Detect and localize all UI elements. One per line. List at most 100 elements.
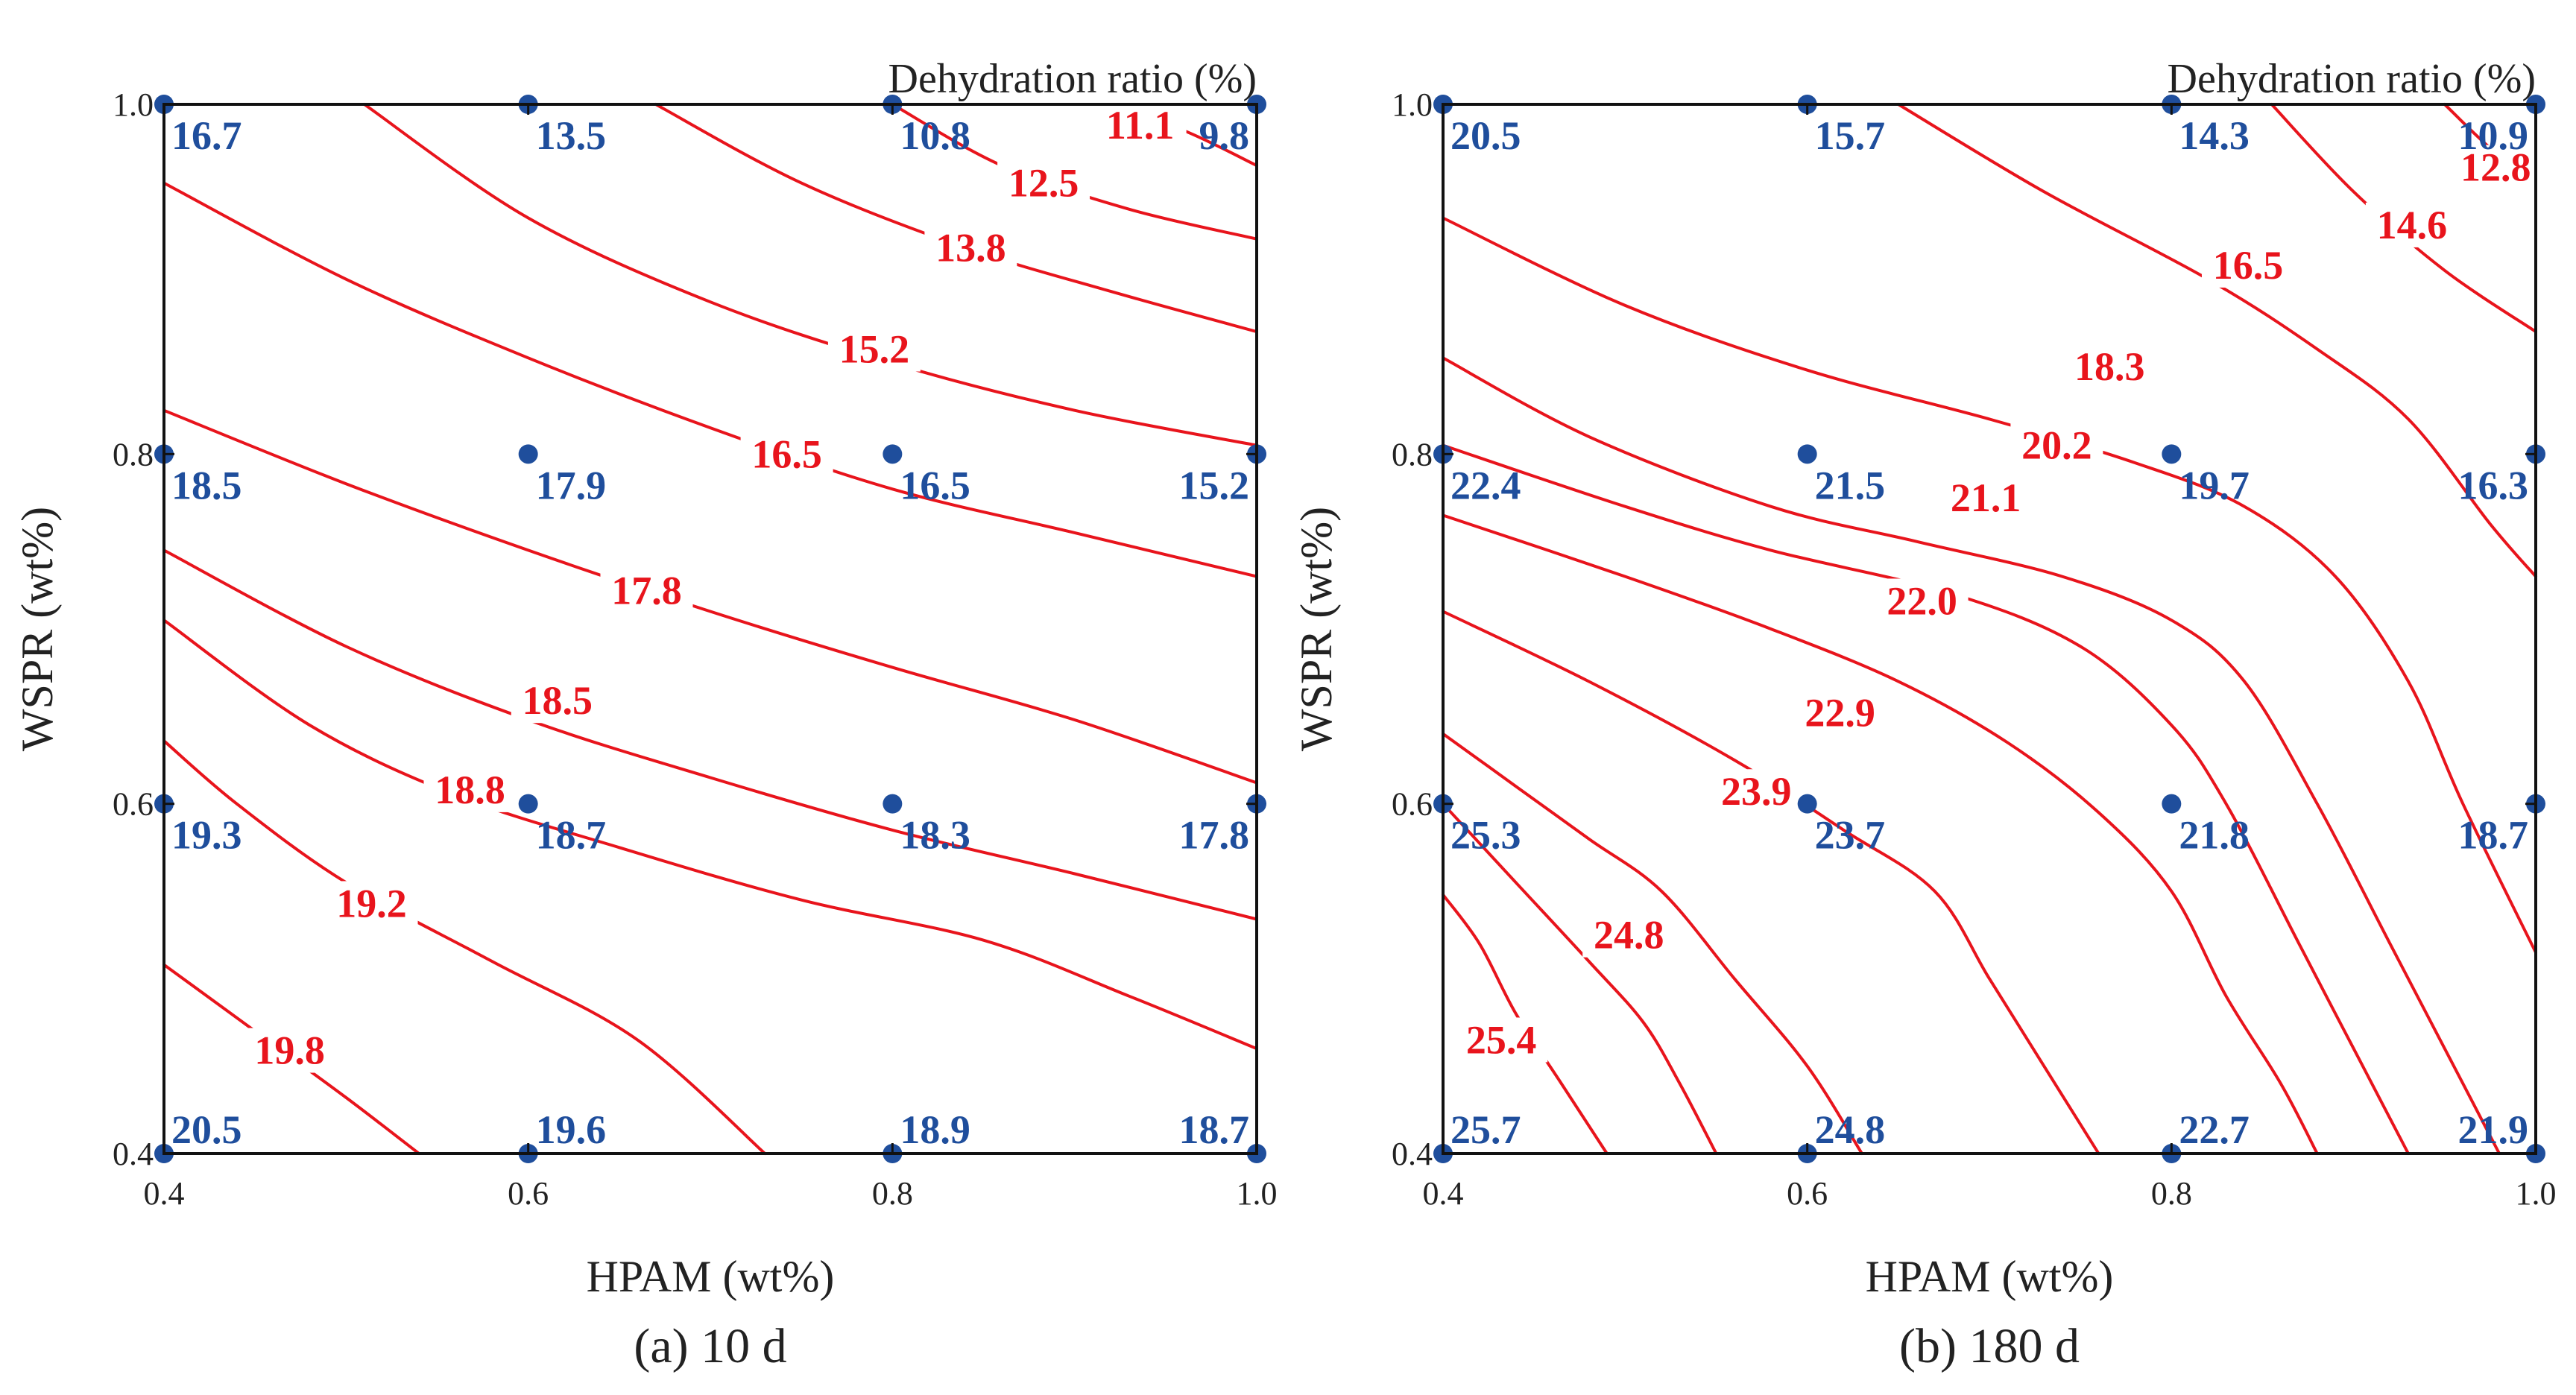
data-label: 17.8 (1179, 813, 1250, 858)
contour-label: 11.1 (1106, 103, 1175, 148)
y-tick-label: 0.8 (1392, 436, 1433, 472)
y-tick-label: 0.6 (1392, 786, 1433, 823)
caption-a: (a) 10 d (634, 1319, 786, 1373)
data-point (1797, 444, 1817, 464)
contour-label: 13.8 (935, 225, 1006, 270)
data-label: 13.5 (536, 113, 607, 158)
data-label: 18.9 (900, 1107, 970, 1152)
contour-line-20.2 (1442, 356, 2501, 1155)
x-axis-label-a: HPAM (wt%) (587, 1252, 835, 1301)
data-label: 18.3 (900, 813, 970, 858)
y-tick-label: 0.8 (113, 436, 154, 472)
y-axis-label-b: WSPR (wt%) (1292, 507, 1341, 751)
contour-line-22.9 (1442, 610, 2100, 1155)
contour-label-bg (1582, 912, 1676, 958)
contour-label: 15.2 (839, 327, 910, 372)
x-tick-label: 0.4 (144, 1175, 185, 1212)
contour-label: 18.8 (435, 768, 505, 812)
data-point (518, 794, 538, 814)
data-label: 25.3 (1450, 813, 1521, 858)
contour-label: 25.4 (1466, 1017, 1537, 1062)
plot-frame-b (1442, 103, 2537, 1155)
data-label: 19.3 (171, 813, 242, 858)
data-label: 16.3 (2458, 463, 2529, 507)
contour-line-22.0 (1442, 513, 2319, 1155)
data-point (518, 444, 538, 464)
contour-label-bg (2063, 344, 2156, 389)
contour-label-bg (2010, 423, 2103, 468)
contour-label: 18.5 (523, 678, 593, 723)
contour-line-15.2 (362, 103, 1258, 447)
contour-label-bg (511, 678, 604, 724)
contour-label-bg (997, 160, 1090, 206)
data-label: 9.8 (1199, 113, 1250, 158)
contour-label-bg (2365, 202, 2458, 247)
data-label: 19.7 (2179, 463, 2250, 507)
ticks-a: 0.4 0.6 0.8 1.0 0.4 0.6 0.8 1.0 (113, 86, 1278, 1212)
data-label: 10.9 (2458, 113, 2529, 158)
contour-label-bg (1093, 103, 1187, 148)
contour-label: 16.5 (2213, 243, 2284, 288)
data-label: 19.6 (536, 1107, 607, 1152)
data-label: 18.7 (2458, 813, 2529, 858)
contour-line-16.5 (162, 181, 1258, 578)
contour-label: 24.8 (1594, 913, 1664, 958)
contour-label-bg (2449, 145, 2542, 190)
data-label: 18.7 (536, 813, 607, 858)
data-point (2162, 444, 2182, 464)
contour-label-bg (1875, 578, 1969, 624)
data-point (883, 444, 903, 464)
data-labels-b: 20.5 15.7 14.3 10.9 22.4 21.5 19.7 16.3 25.3 23.7… (1450, 113, 2528, 1152)
data-label: 17.9 (536, 463, 607, 507)
contour-line-19.2 (162, 739, 767, 1155)
data-label: 14.3 (2179, 113, 2250, 158)
contour-label: 22.0 (1887, 578, 1957, 623)
contour-label-bg (325, 881, 418, 926)
panel-b: 12.8 14.6 16.5 18.3 20.221.1 22.0 22.9 23.9 24.8… (1292, 56, 2557, 1373)
contour-label-bg (1455, 1017, 1548, 1063)
contour-label: 12.5 (1008, 161, 1079, 206)
x-tick-label: 1.0 (2516, 1175, 2557, 1212)
x-tick-label: 0.6 (508, 1175, 549, 1212)
contour-label: 23.9 (1721, 769, 1792, 814)
contour-label: 18.3 (2074, 344, 2145, 389)
data-label: 20.5 (171, 1107, 242, 1152)
data-points-a (154, 95, 1266, 1163)
data-label: 18.5 (171, 463, 242, 507)
y-tick-label: 1.0 (1392, 86, 1433, 123)
data-label: 20.5 (1450, 113, 1521, 158)
plot-frame-a (162, 103, 1258, 1155)
contour-lines-b (1442, 103, 2537, 1155)
data-label: 18.7 (1179, 1107, 1250, 1152)
data-label: 15.2 (1179, 463, 1250, 507)
data-points-b (1433, 95, 2545, 1163)
data-label: 22.4 (1450, 463, 1521, 507)
contour-labels-a: 11.1 12.513.8 15.2 16.5 17.8 18.5 18.8 19.2 19.8 (243, 103, 1187, 1073)
data-label: 21.8 (2179, 813, 2250, 858)
contour-line-18.3 (1442, 216, 2537, 955)
contour-label: 21.1 (1951, 475, 2021, 520)
contour-line-18.5 (162, 548, 1258, 921)
y-axis-label-a: WSPR (wt%) (13, 507, 62, 751)
contour-lines-a (162, 103, 1258, 1155)
contour-label-bg (1793, 690, 1887, 736)
contour-label: 16.5 (751, 431, 822, 476)
data-labels-a: 16.7 13.5 10.8 9.8 18.5 17.9 16.5 15.2 19.3 18.7 1… (171, 113, 1249, 1152)
contour-line-23.9 (1442, 732, 1863, 1155)
contour-label-bg (1939, 475, 2033, 520)
contour-label: 20.2 (2021, 423, 2092, 468)
contour-label-bg (740, 431, 833, 477)
contour-line-25.4 (1442, 893, 1609, 1155)
contour-label-bg (924, 225, 1017, 271)
x-tick-label: 0.4 (1423, 1175, 1464, 1212)
contour-line-21.1 (1442, 443, 2410, 1155)
x-axis-label-b: HPAM (wt%) (1866, 1252, 2114, 1301)
ticks-b: 0.4 0.6 0.8 1.0 0.4 0.6 0.8 1.0 (1392, 86, 2557, 1212)
contour-label: 12.8 (2460, 145, 2531, 189)
y-tick-label: 0.4 (113, 1136, 154, 1172)
x-tick-label: 0.8 (2151, 1175, 2192, 1212)
contour-label-bg (600, 568, 693, 613)
contour-label-bg (2201, 242, 2294, 288)
data-label: 21.5 (1815, 463, 1885, 507)
